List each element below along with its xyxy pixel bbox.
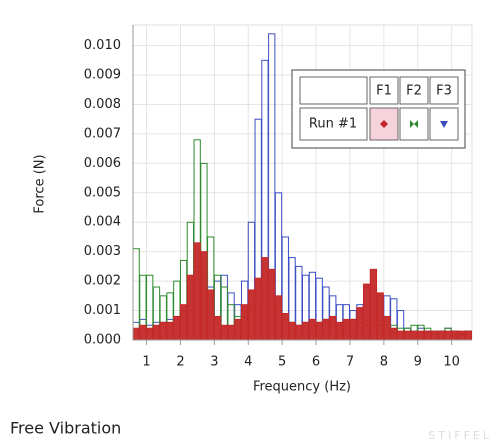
bar [179,304,188,341]
y-tick-label: 0.008 [84,97,121,112]
x-tick-label: 8 [380,355,388,370]
legend-cell [299,107,368,141]
bar [363,283,371,341]
bar [437,330,445,341]
bar [417,330,425,341]
bar [186,274,195,341]
x-tick-label: 2 [176,355,184,370]
bar [396,330,405,341]
legend-cell [399,76,429,105]
y-tick-label: 0.000 [84,333,121,348]
bar [329,315,337,341]
bar [200,251,208,341]
bar [315,321,323,341]
bar [356,307,364,341]
legend-icon [414,120,418,128]
bar [464,330,473,341]
bar [295,324,303,341]
y-tick-label: 0.001 [84,303,121,318]
bar [451,330,459,341]
y-tick-label: 0.002 [84,274,121,289]
y-tick-label: 0.007 [84,126,121,141]
y-tick-label: 0.003 [84,244,121,259]
bar [335,321,344,341]
legend-toggle[interactable] [369,107,399,141]
bar [410,330,418,341]
bar [193,242,201,341]
bar [342,318,350,341]
x-tick-label: 3 [210,355,218,370]
y-tick-label: 0.005 [84,185,121,200]
page-title: Free Vibration [10,419,121,438]
bar [302,321,310,341]
bar [288,321,296,341]
x-tick-label: 7 [346,355,354,370]
x-axis-label: Frequency (Hz) [253,380,351,395]
legend-label: F1 [376,84,392,99]
bar [247,289,256,341]
y-tick-label: 0.004 [84,215,121,230]
bar [139,324,147,341]
legend-label: F3 [436,84,452,99]
bar [132,327,140,341]
bar [220,324,228,341]
bar [146,327,154,341]
bar [376,292,384,341]
bar [403,330,411,341]
bar [349,318,357,341]
legend-cell [299,76,368,105]
bar [322,318,330,341]
legend-icon [440,121,448,128]
bar [213,315,222,341]
x-tick-label: 5 [278,355,286,370]
bar [254,277,262,341]
legend-icon [380,120,388,128]
x-tick-label: 10 [443,355,460,370]
x-tick-label: 4 [244,355,252,370]
y-tick-label: 0.006 [84,156,121,171]
bar [390,327,398,341]
watermark: STIFFEL [428,429,492,442]
legend-cell [369,76,399,105]
legend-label: F2 [406,84,422,99]
bar [444,330,452,341]
x-tick-label: 6 [312,355,320,370]
bar [173,315,181,341]
bar [207,289,215,341]
bar [430,330,439,341]
bar [261,257,269,341]
legend-cell [429,76,459,105]
bar [369,268,378,341]
bar [159,321,167,341]
x-tick-label: 9 [414,355,422,370]
bar [166,321,174,341]
bar [281,313,289,341]
bar [240,304,249,341]
bar [234,318,242,341]
bar [274,295,283,341]
y-tick-label: 0.009 [84,68,121,83]
legend-row-label: Run #1 [309,117,357,132]
bar [383,315,391,341]
bar [308,318,317,341]
bar [457,330,466,341]
x-tick-label: 1 [142,355,150,370]
y-tick-label: 0.010 [84,38,121,53]
bar [424,330,432,341]
legend-icon [410,120,414,128]
bar [152,324,161,341]
y-axis-label: Force (N) [33,154,48,213]
bar [268,268,276,341]
bar [227,324,235,341]
